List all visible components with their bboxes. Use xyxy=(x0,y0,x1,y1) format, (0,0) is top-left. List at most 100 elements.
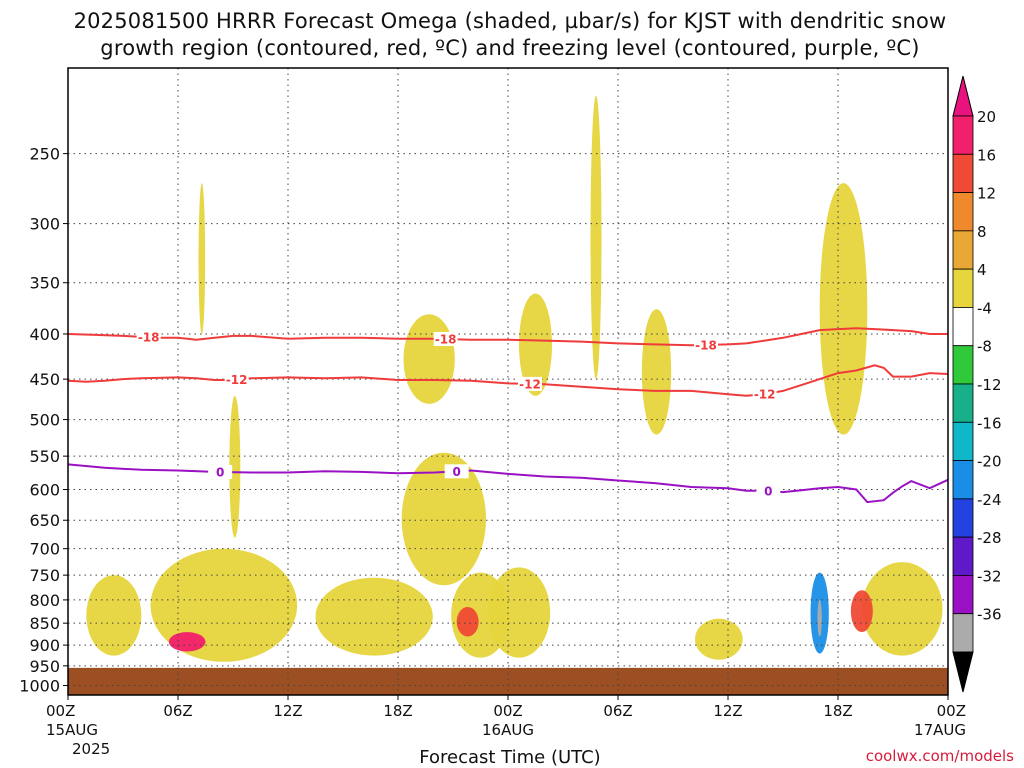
colorbar-label: 16 xyxy=(977,146,996,164)
omega-feature xyxy=(590,95,602,380)
omega-feature xyxy=(580,210,586,315)
contour-label: -12 xyxy=(226,373,248,387)
omega-feature xyxy=(570,575,589,652)
colorbar-swatch xyxy=(952,613,974,653)
y-tick-label: 650 xyxy=(29,511,60,530)
colorbar-label: -24 xyxy=(977,491,1002,509)
x-tick-label: 06Z xyxy=(163,702,192,720)
contour-label: 0 xyxy=(216,465,224,479)
colorbar-swatch xyxy=(952,115,974,155)
x-tick-label: 00Z xyxy=(937,702,966,720)
colorbar-label: -4 xyxy=(977,299,992,317)
omega-feature xyxy=(641,309,672,435)
y-tick-label: 700 xyxy=(29,540,60,559)
colorbar-label: -12 xyxy=(977,376,1002,394)
contour-lines: -18 -18 -18 -12 -12 -12 0 0 0 xyxy=(67,327,949,504)
x-axis-label: Forecast Time (UTC) xyxy=(419,747,600,768)
contour-label-bg xyxy=(208,464,233,479)
credit-text: coolwx.com/models xyxy=(866,747,1014,765)
omega-feature xyxy=(456,607,479,637)
colorbar-swatch xyxy=(952,575,974,615)
colorbar-label: -36 xyxy=(977,606,1002,624)
x-tick-label: 12Z xyxy=(273,702,302,720)
x-tick-date: 15AUG xyxy=(46,721,98,739)
colorbar-label: 12 xyxy=(977,185,996,203)
colorbar-label: -8 xyxy=(977,338,992,356)
colorbar-label: 4 xyxy=(977,261,987,279)
contour-label: 0 xyxy=(764,485,772,499)
y-tick-label: 250 xyxy=(29,145,60,164)
y-tick-label: 450 xyxy=(29,370,60,389)
contour-label: -18 xyxy=(138,331,160,345)
x-tick-label: 00Z xyxy=(46,702,75,720)
contour-label-bg xyxy=(756,484,781,499)
contour-minus12 xyxy=(67,364,949,397)
omega-shading xyxy=(86,95,943,662)
omega-feature xyxy=(315,577,433,656)
contour-label: -12 xyxy=(519,377,541,391)
contour-label-bg xyxy=(136,330,161,345)
colorbar-top-arrow xyxy=(952,75,974,117)
omega-feature xyxy=(695,618,743,660)
colorbar-label: -32 xyxy=(977,567,1002,585)
omega-feature xyxy=(817,599,822,637)
y-tick-label: 950 xyxy=(29,657,60,676)
colorbar-swatch xyxy=(952,268,974,308)
y-tick-label: 600 xyxy=(29,481,60,500)
contour-label-bg xyxy=(444,464,469,479)
omega-feature xyxy=(850,590,873,633)
y-tick-label: 550 xyxy=(29,447,60,466)
omega-feature xyxy=(401,452,487,586)
colorbar-label: 20 xyxy=(977,108,996,126)
chart-title-line1: 2025081500 HRRR Forecast Omega (shaded, … xyxy=(74,9,947,33)
omega-feature xyxy=(168,632,206,652)
omega-feature xyxy=(403,314,455,404)
colorbar-swatch xyxy=(952,460,974,500)
y-tick-label: 900 xyxy=(29,636,60,655)
colorbar-swatch xyxy=(952,383,974,423)
y-axis: 250 300 350 400 450 500 550 600 650 700 750 800 850 9… xyxy=(19,145,68,696)
contour-label-bg xyxy=(752,387,777,402)
colorbar-label: -28 xyxy=(977,529,1002,547)
y-tick-label: 800 xyxy=(29,591,60,610)
contour-label: -18 xyxy=(695,338,717,352)
contour-label-bg xyxy=(224,372,249,387)
colorbar-swatch xyxy=(952,536,974,576)
x-tick-label: 06Z xyxy=(603,702,632,720)
colorbar-swatch xyxy=(952,230,974,270)
omega-feature xyxy=(819,183,868,435)
y-tick-label: 500 xyxy=(29,411,60,430)
colorbar-swatch xyxy=(952,153,974,193)
x-tick-date: 17AUG xyxy=(914,721,966,739)
y-tick-label: 400 xyxy=(29,325,60,344)
contour-label-bg xyxy=(433,332,458,347)
contour-label: 0 xyxy=(452,465,460,479)
contour-label-bg xyxy=(518,376,542,391)
omega-feature xyxy=(487,567,551,658)
chart-title-line2: growth region (contoured, red, ºC) and f… xyxy=(100,36,919,60)
colorbar-label: -16 xyxy=(977,414,1002,432)
contour-label-bg xyxy=(694,337,718,352)
colorbar-swatch xyxy=(952,307,974,347)
colorbar-swatch xyxy=(952,421,974,461)
colorbar-label: -20 xyxy=(977,453,1002,471)
contour-label: -12 xyxy=(754,388,776,402)
x-tick-label: 00Z xyxy=(493,702,522,720)
colorbar-swatch xyxy=(952,192,974,232)
x-tick-label: 12Z xyxy=(713,702,742,720)
omega-feature xyxy=(861,562,943,656)
colorbar-swatch xyxy=(952,345,974,385)
omega-feature xyxy=(519,293,552,396)
y-tick-label: 300 xyxy=(29,215,60,234)
colorbar-label: 8 xyxy=(977,223,987,241)
contour-0 xyxy=(67,463,949,504)
omega-feature xyxy=(198,183,206,334)
x-tick-year: 2025 xyxy=(72,740,110,758)
omega-feature xyxy=(86,575,142,656)
y-tick-label: 750 xyxy=(29,566,60,585)
contour-minus18 xyxy=(67,327,948,347)
x-tick-label: 18Z xyxy=(823,702,852,720)
y-tick-label: 1000 xyxy=(19,677,60,696)
contour-label: -18 xyxy=(435,333,457,347)
